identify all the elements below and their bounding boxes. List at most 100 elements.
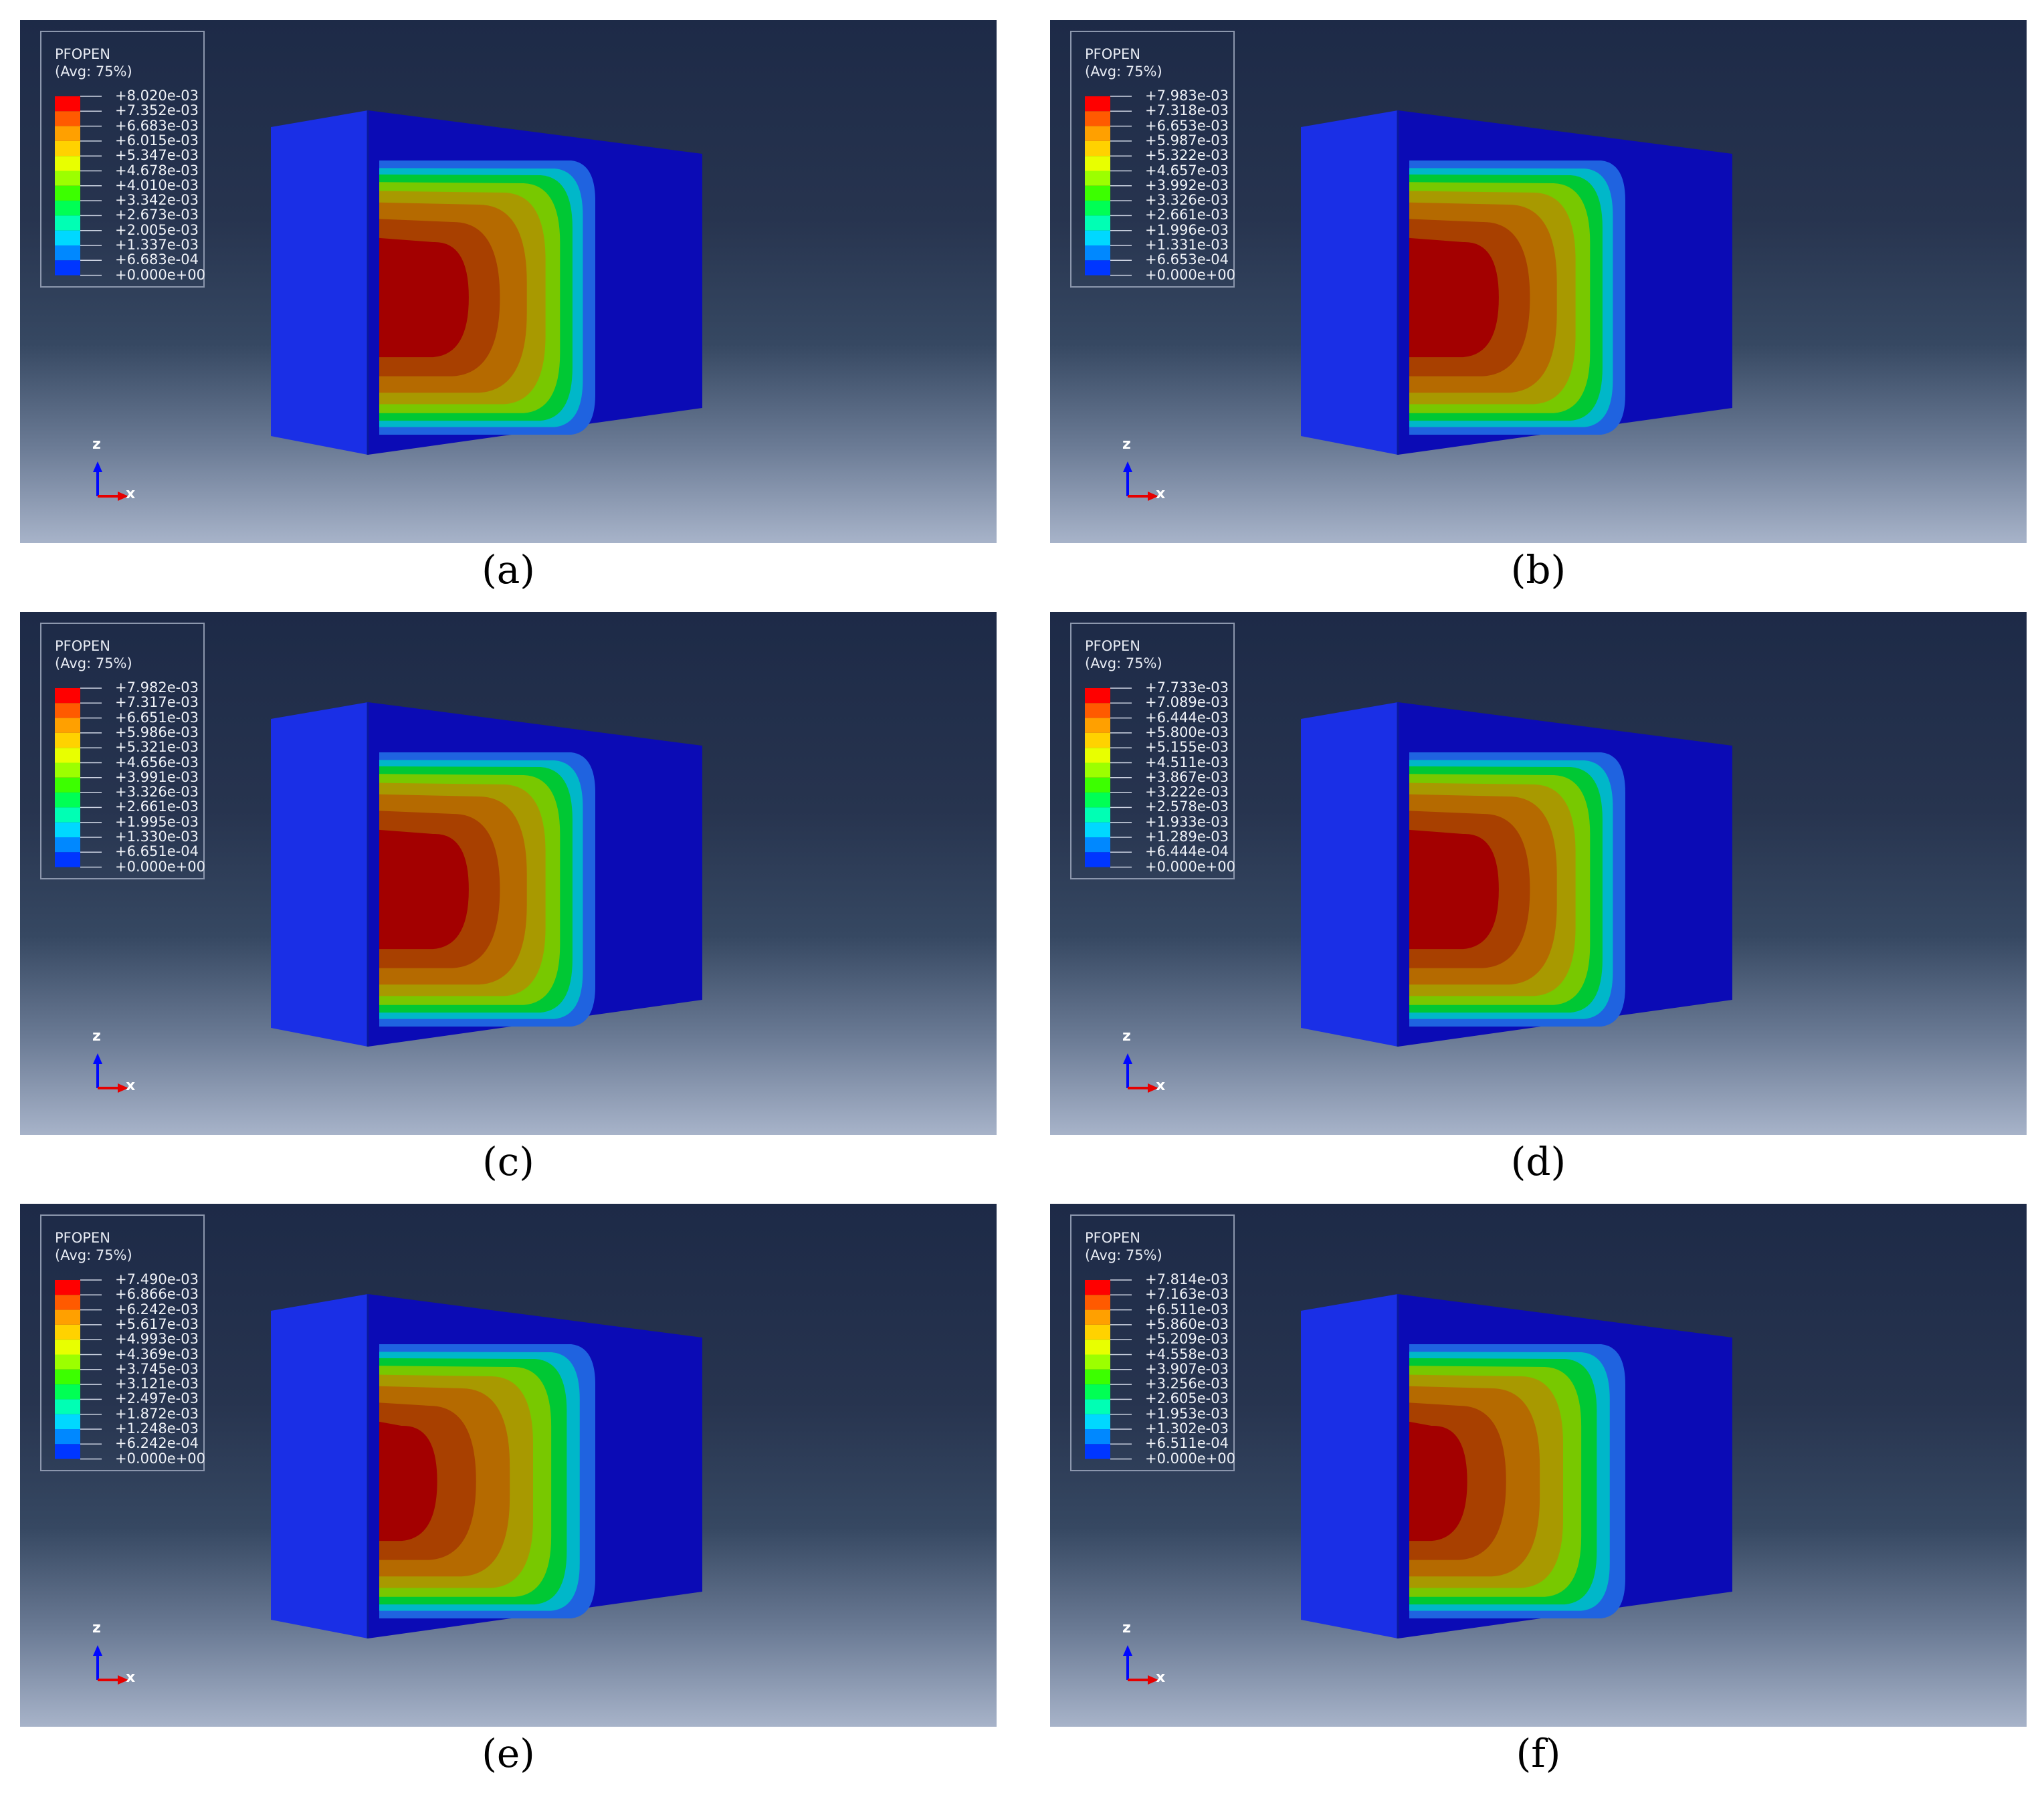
block-left-face	[271, 1294, 368, 1638]
legend-tick-label: +1.872e-03	[115, 1405, 199, 1422]
legend-tick-label: +5.987e-03	[1145, 132, 1229, 148]
contour-band-8	[379, 1421, 437, 1541]
legend-averaging: (Avg: 75%)	[55, 1247, 132, 1263]
legend-swatch	[55, 1369, 80, 1385]
x-axis-label: x	[126, 1669, 136, 1686]
legend-swatch	[55, 688, 80, 704]
legend-tick-label: +0.000e+00	[1145, 1450, 1235, 1467]
legend-tick-label: +2.497e-03	[115, 1390, 199, 1407]
legend-swatch	[55, 837, 80, 853]
legend-swatch	[1085, 807, 1110, 823]
legend-variable: PFOPEN	[55, 1230, 110, 1246]
legend-tick-label: +4.656e-03	[115, 754, 199, 770]
legend-tick-label: +4.678e-03	[115, 162, 199, 179]
x-axis-label: x	[1156, 1077, 1166, 1094]
legend-tick-label: +1.953e-03	[1145, 1405, 1229, 1422]
panel-caption-a: (a)	[482, 547, 535, 593]
legend-swatch	[1085, 126, 1110, 141]
legend-swatch	[55, 718, 80, 733]
legend-tick-label: +3.222e-03	[1145, 784, 1229, 801]
legend-swatch	[55, 140, 80, 156]
legend-tick-label: +7.982e-03	[115, 679, 199, 696]
legend-swatch	[1085, 822, 1110, 837]
legend-swatch	[55, 852, 80, 867]
legend-tick-label: +2.005e-03	[115, 221, 199, 238]
contour-band-8	[379, 237, 469, 358]
z-axis-arrow-icon	[1123, 1053, 1132, 1064]
z-axis-label: z	[92, 1620, 101, 1636]
legend-swatch	[1085, 1444, 1110, 1459]
x-axis-label: x	[1156, 486, 1166, 502]
legend-swatch	[55, 1324, 80, 1340]
legend-swatch	[55, 96, 80, 112]
legend-tick-label: +7.733e-03	[1145, 679, 1229, 696]
x-axis-arrow-icon	[1148, 1675, 1158, 1685]
model-view	[93, 1294, 702, 1685]
legend-tick-label: +6.683e-03	[115, 117, 199, 134]
legend-swatch	[55, 1444, 80, 1459]
legend-swatch	[1085, 792, 1110, 808]
legend-swatch	[1085, 777, 1110, 793]
legend-swatch	[1085, 1384, 1110, 1400]
legend-swatch	[55, 171, 80, 186]
legend-variable: PFOPEN	[1085, 1230, 1140, 1246]
legend-swatch	[55, 156, 80, 171]
legend-averaging: (Avg: 75%)	[1085, 64, 1162, 80]
legend-tick-label: +7.814e-03	[1145, 1271, 1229, 1287]
legend-swatch	[1085, 1309, 1110, 1325]
legend-tick-label: +3.326e-03	[1145, 192, 1229, 209]
legend-swatch	[55, 1309, 80, 1325]
legend-tick-label: +2.578e-03	[1145, 799, 1229, 815]
legend-swatch	[55, 215, 80, 231]
legend-tick-label: +0.000e+00	[115, 858, 205, 875]
legend-tick-label: +3.907e-03	[1145, 1360, 1229, 1377]
legend-swatch	[55, 1414, 80, 1429]
z-axis-label: z	[1122, 1620, 1131, 1636]
contour-band-8	[1409, 1421, 1467, 1541]
legend-swatch	[1085, 156, 1110, 171]
legend: PFOPEN (Avg: 75%) +7.982e-03 +7.317e-03 +6.6…	[40, 623, 205, 879]
panel-caption-d: (d)	[1510, 1139, 1566, 1184]
legend-variable: PFOPEN	[1085, 46, 1140, 62]
legend-variable: PFOPEN	[55, 46, 110, 62]
legend-colorbar	[55, 96, 102, 276]
x-axis-arrow-icon	[118, 492, 128, 501]
legend-tick-label: +1.302e-03	[1145, 1420, 1229, 1436]
legend-averaging: (Avg: 75%)	[1085, 1247, 1162, 1263]
legend-swatch	[1085, 201, 1110, 216]
legend-tick-label: +5.155e-03	[1145, 739, 1229, 756]
z-axis-label: z	[1122, 436, 1131, 453]
legend-tick-label: +2.661e-03	[115, 799, 199, 815]
legend-tick-label: +0.000e+00	[1145, 858, 1235, 875]
model-view	[93, 702, 702, 1093]
legend-swatch	[1085, 1280, 1110, 1295]
legend-tick-label: +6.511e-04	[1145, 1435, 1229, 1452]
legend-swatch	[55, 703, 80, 718]
legend-swatch	[55, 1354, 80, 1370]
legend-variable: PFOPEN	[1085, 638, 1140, 654]
legend-tick-label: +3.992e-03	[1145, 177, 1229, 193]
z-axis-arrow-icon	[93, 461, 102, 472]
legend-swatch	[55, 245, 80, 261]
legend: PFOPEN (Avg: 75%) +7.983e-03 +7.318e-03 +6.6…	[1070, 31, 1235, 288]
legend: PFOPEN (Avg: 75%) +7.814e-03 +7.163e-03 +6.5…	[1070, 1214, 1235, 1471]
legend-swatch	[1085, 140, 1110, 156]
legend-tick-label: +3.867e-03	[1145, 768, 1229, 785]
legend-swatch	[1085, 1340, 1110, 1355]
legend-swatch	[55, 762, 80, 778]
legend-tick-label: +8.020e-03	[115, 88, 199, 104]
legend-tick-label: +1.337e-03	[115, 237, 199, 253]
legend-tick-label: +1.996e-03	[1145, 221, 1229, 238]
legend-tick-label: +0.000e+00	[115, 1450, 205, 1467]
legend-averaging: (Avg: 75%)	[55, 64, 132, 80]
legend-swatch	[1085, 185, 1110, 201]
legend-swatch	[55, 1384, 80, 1400]
z-axis-label: z	[92, 1028, 101, 1045]
contour-panel-c: z x PFOPEN (Avg: 75%) +7.982e-03 +7.317e-03 +6…	[20, 612, 997, 1135]
block-left-face	[1301, 702, 1398, 1047]
legend: PFOPEN (Avg: 75%) +7.733e-03 +7.089e-03 +6.4…	[1070, 623, 1235, 879]
contour-panel-e: z x PFOPEN (Avg: 75%) +7.490e-03 +6.866e-03 +6…	[20, 1204, 997, 1727]
legend-tick-label: +7.089e-03	[1145, 694, 1229, 711]
z-axis-arrow-icon	[93, 1053, 102, 1064]
legend-tick-label: +2.605e-03	[1145, 1390, 1229, 1407]
